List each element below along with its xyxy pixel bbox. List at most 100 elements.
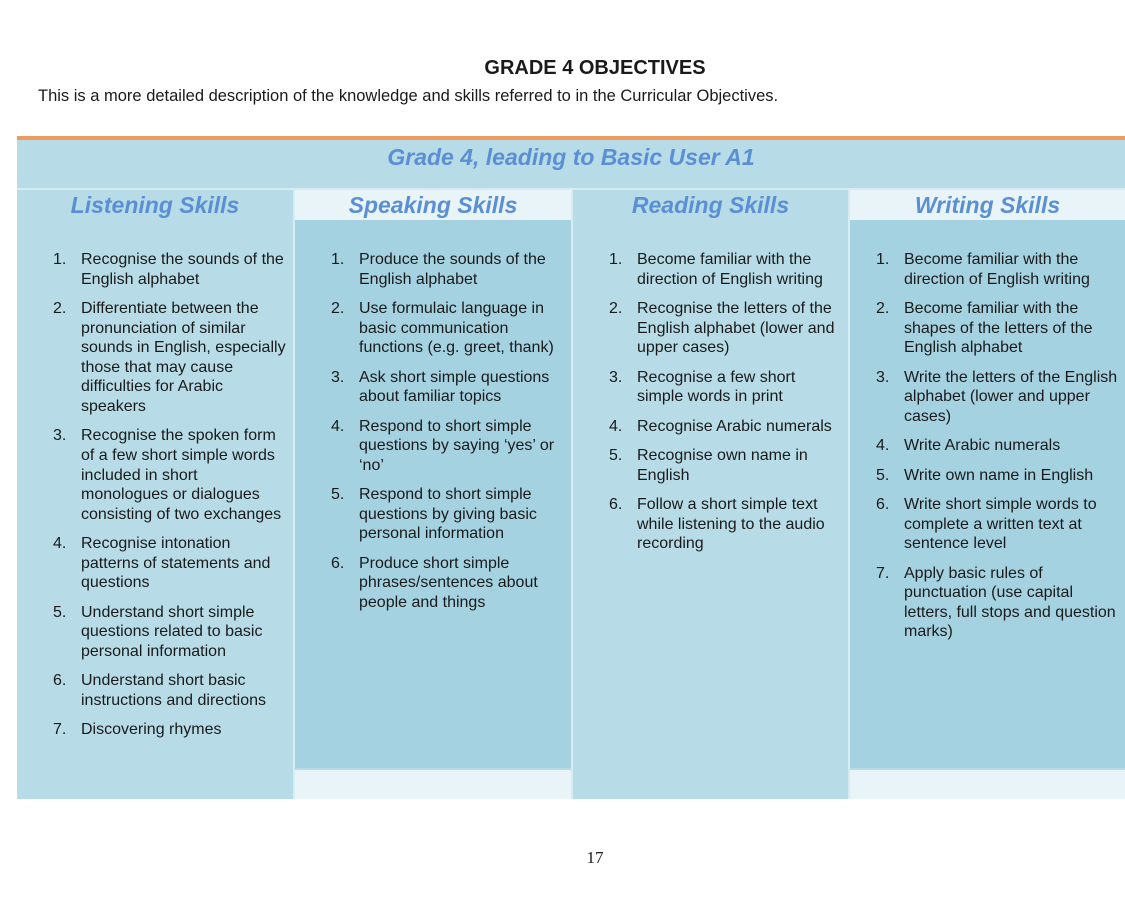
list-item: 4. Recognise Arabic numerals bbox=[609, 417, 842, 437]
item-number: 4. bbox=[53, 535, 67, 553]
column-divider bbox=[848, 190, 850, 799]
column-body: 1. Become familiar with the direction of … bbox=[850, 220, 1125, 768]
item-text: Become familiar with the direction of En… bbox=[904, 251, 1090, 288]
item-number: 1. bbox=[609, 251, 623, 268]
column-footer bbox=[850, 770, 1125, 799]
item-text: Understand short simple questions relate… bbox=[81, 603, 263, 660]
column-heading: Listening Skills bbox=[17, 190, 293, 220]
item-text: Become familiar with the direction of En… bbox=[637, 251, 823, 288]
list-item: 3. Recognise the spoken form of a few sho… bbox=[53, 426, 287, 524]
list-item: 1. Become familiar with the direction of … bbox=[876, 250, 1119, 289]
list-item: 2. Use formulaic language in basic commun… bbox=[331, 299, 565, 358]
item-number: 5. bbox=[331, 486, 345, 504]
list-item: 6. Understand short basic instructions an… bbox=[53, 671, 287, 710]
column-speaking-skills: Speaking Skills 1. Produce the sounds of … bbox=[295, 190, 571, 799]
column-body: 1. Become familiar with the direction of … bbox=[573, 220, 848, 768]
item-text: Write short simple words to complete a w… bbox=[904, 495, 1097, 553]
column-body: 1. Recognise the sounds of the English al… bbox=[17, 220, 293, 768]
item-number: 2. bbox=[876, 299, 890, 317]
item-number: 6. bbox=[331, 554, 345, 572]
list-item: 4. Write Arabic numerals bbox=[876, 436, 1119, 456]
item-text: Follow a short simple text while listeni… bbox=[637, 495, 825, 553]
objectives-list: 1. Become familiar with the direction of … bbox=[850, 220, 1125, 642]
item-text: Apply basic rules of punctuation (use ca… bbox=[904, 564, 1116, 641]
item-text: Become familiar with the shapes of the l… bbox=[904, 299, 1093, 357]
list-item: 3. Recognise a few short simple words in … bbox=[609, 368, 842, 407]
column-heading: Writing Skills bbox=[850, 190, 1125, 220]
list-item: 4. Respond to short simple questions by s… bbox=[331, 417, 565, 476]
item-number: 3. bbox=[53, 427, 67, 445]
column-footer bbox=[17, 770, 293, 799]
list-item: 6. Write short simple words to complete a… bbox=[876, 495, 1119, 554]
item-text: Recognise the sounds of the English alph… bbox=[81, 251, 284, 288]
item-text: Recognise the spoken form of a few short… bbox=[81, 427, 282, 523]
item-number: 3. bbox=[876, 368, 890, 386]
item-text: Understand short basic instructions and … bbox=[81, 672, 266, 709]
item-text: Ask short simple questions about familia… bbox=[359, 368, 550, 406]
item-number: 5. bbox=[876, 466, 890, 484]
list-item: 1. Recognise the sounds of the English al… bbox=[53, 250, 287, 289]
list-item: 6. Produce short simple phrases/sentences… bbox=[331, 554, 565, 613]
item-number: 7. bbox=[876, 564, 890, 582]
item-number: 1. bbox=[331, 251, 345, 268]
list-item: 6. Follow a short simple text while liste… bbox=[609, 495, 842, 554]
item-text: Recognise the letters of the English alp… bbox=[637, 299, 835, 357]
item-text: Recognise intonation patterns of stateme… bbox=[81, 535, 271, 592]
column-body: 1. Produce the sounds of the English alph… bbox=[295, 220, 571, 768]
item-number: 3. bbox=[331, 368, 345, 386]
list-item: 2. Recognise the letters of the English a… bbox=[609, 299, 842, 358]
item-text: Write the letters of the English alphabe… bbox=[904, 368, 1118, 425]
page-number: 17 bbox=[586, 848, 604, 867]
item-text: Recognise own name in English bbox=[637, 446, 808, 484]
item-number: 2. bbox=[331, 299, 345, 317]
item-text: Produce short simple phrases/sentences a… bbox=[359, 554, 538, 611]
list-item: 5. Recognise own name in English bbox=[609, 446, 842, 485]
item-number: 1. bbox=[53, 251, 67, 268]
item-number: 6. bbox=[609, 495, 623, 513]
list-item: 2. Become familiar with the shapes of the… bbox=[876, 299, 1119, 358]
list-item: 5. Understand short simple questions rela… bbox=[53, 603, 287, 662]
item-text: Respond to short simple questions by giv… bbox=[359, 486, 537, 543]
item-number: 2. bbox=[609, 299, 623, 317]
objectives-table: Grade 4, leading to Basic User A1 Listen… bbox=[17, 140, 1125, 799]
item-text: Produce the sounds of the English alphab… bbox=[359, 251, 546, 288]
item-number: 7. bbox=[53, 721, 67, 739]
item-number: 6. bbox=[53, 672, 67, 690]
item-text: Use formulaic language in basic communic… bbox=[359, 299, 554, 357]
page-subtitle: This is a more detailed description of t… bbox=[38, 87, 779, 105]
accent-divider bbox=[17, 136, 1125, 140]
item-number: 1. bbox=[876, 251, 890, 268]
item-number: 5. bbox=[609, 446, 623, 464]
list-item: 3. Ask short simple questions about famil… bbox=[331, 368, 565, 407]
table-title: Grade 4, leading to Basic User A1 bbox=[17, 140, 1125, 190]
list-item: 1. Become familiar with the direction of … bbox=[609, 250, 842, 289]
column-divider bbox=[571, 190, 573, 799]
column-heading: Speaking Skills bbox=[295, 190, 571, 220]
page-title: GRADE 4 OBJECTIVES bbox=[484, 57, 706, 79]
list-item: 5. Write own name in English bbox=[876, 466, 1119, 486]
objectives-list: 1. Produce the sounds of the English alph… bbox=[295, 220, 571, 612]
item-text: Recognise a few short simple words in pr… bbox=[637, 368, 796, 406]
item-number: 5. bbox=[53, 603, 67, 621]
item-number: 3. bbox=[609, 368, 623, 386]
column-footer bbox=[573, 770, 848, 799]
item-number: 2. bbox=[53, 299, 67, 317]
objectives-list: 1. Become familiar with the direction of … bbox=[573, 220, 848, 554]
list-item: 2. Differentiate between the pronunciatio… bbox=[53, 299, 287, 417]
item-text: Discovering rhymes bbox=[81, 721, 222, 739]
item-number: 4. bbox=[609, 417, 623, 435]
list-item: 7. Apply basic rules of punctuation (use … bbox=[876, 564, 1119, 642]
list-item: 7. Discovering rhymes bbox=[53, 720, 287, 740]
item-text: Write own name in English bbox=[904, 466, 1094, 484]
item-text: Differentiate between the pronunciation … bbox=[81, 299, 286, 415]
column-heading: Reading Skills bbox=[573, 190, 848, 220]
list-item: 1. Produce the sounds of the English alph… bbox=[331, 250, 565, 289]
item-number: 6. bbox=[876, 495, 890, 513]
item-number: 4. bbox=[331, 417, 345, 435]
column-listening-skills: Listening Skills 1. Recognise the sounds … bbox=[17, 190, 293, 799]
item-text: Respond to short simple questions by say… bbox=[359, 417, 555, 474]
list-item: 3. Write the letters of the English alpha… bbox=[876, 368, 1119, 427]
column-reading-skills: Reading Skills 1. Become familiar with th… bbox=[573, 190, 848, 799]
column-divider bbox=[293, 190, 295, 799]
item-text: Recognise Arabic numerals bbox=[637, 417, 832, 435]
